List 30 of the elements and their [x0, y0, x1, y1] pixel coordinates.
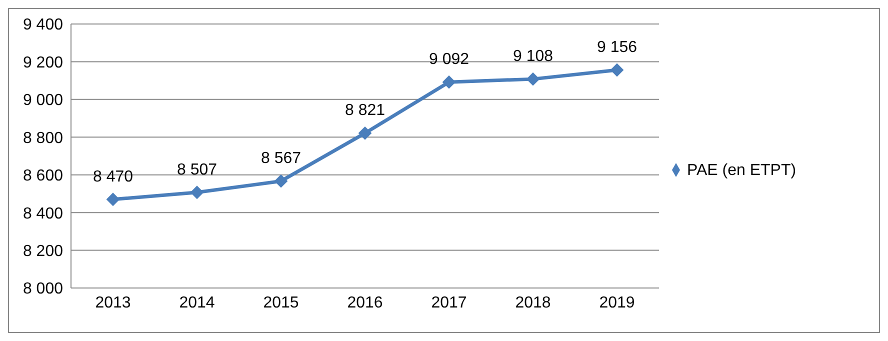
- data-label: 8 470: [92, 168, 134, 186]
- data-label: 8 821: [344, 102, 386, 120]
- y-tick-label: 8 200: [22, 242, 64, 260]
- x-tick-label: 2015: [263, 294, 299, 312]
- data-label: 9 108: [512, 48, 554, 66]
- point: [358, 126, 372, 140]
- y-tick-label: 9 200: [22, 54, 64, 72]
- x-tick-label: 2014: [179, 294, 215, 312]
- point: [274, 174, 288, 188]
- x-tick-label: 2019: [599, 294, 635, 312]
- data-label: 9 156: [596, 39, 638, 56]
- y-tick-label: 8 000: [22, 280, 64, 298]
- y-tick-label: 8 400: [22, 205, 64, 222]
- point: [106, 192, 120, 206]
- point: [190, 186, 204, 199]
- data-label: 9 092: [428, 51, 470, 68]
- x-tick-label: 2013: [95, 294, 131, 312]
- y-tick-label: 8 600: [22, 168, 64, 185]
- point: [610, 64, 624, 77]
- point: [442, 76, 456, 89]
- y-tick-label: 9 000: [22, 92, 64, 110]
- x-tick-label: 2017: [431, 294, 467, 312]
- x-tick-label: 2018: [515, 294, 551, 312]
- data-label: 8 567: [260, 150, 302, 168]
- y-tick-label: 8 800: [22, 130, 64, 147]
- point: [526, 72, 540, 86]
- x-tick-label: 2016: [347, 294, 383, 312]
- legend-label: PAE (en ETPT): [687, 162, 796, 178]
- data-label: 8 507: [176, 161, 218, 178]
- y-tick-label: 9 400: [22, 16, 64, 34]
